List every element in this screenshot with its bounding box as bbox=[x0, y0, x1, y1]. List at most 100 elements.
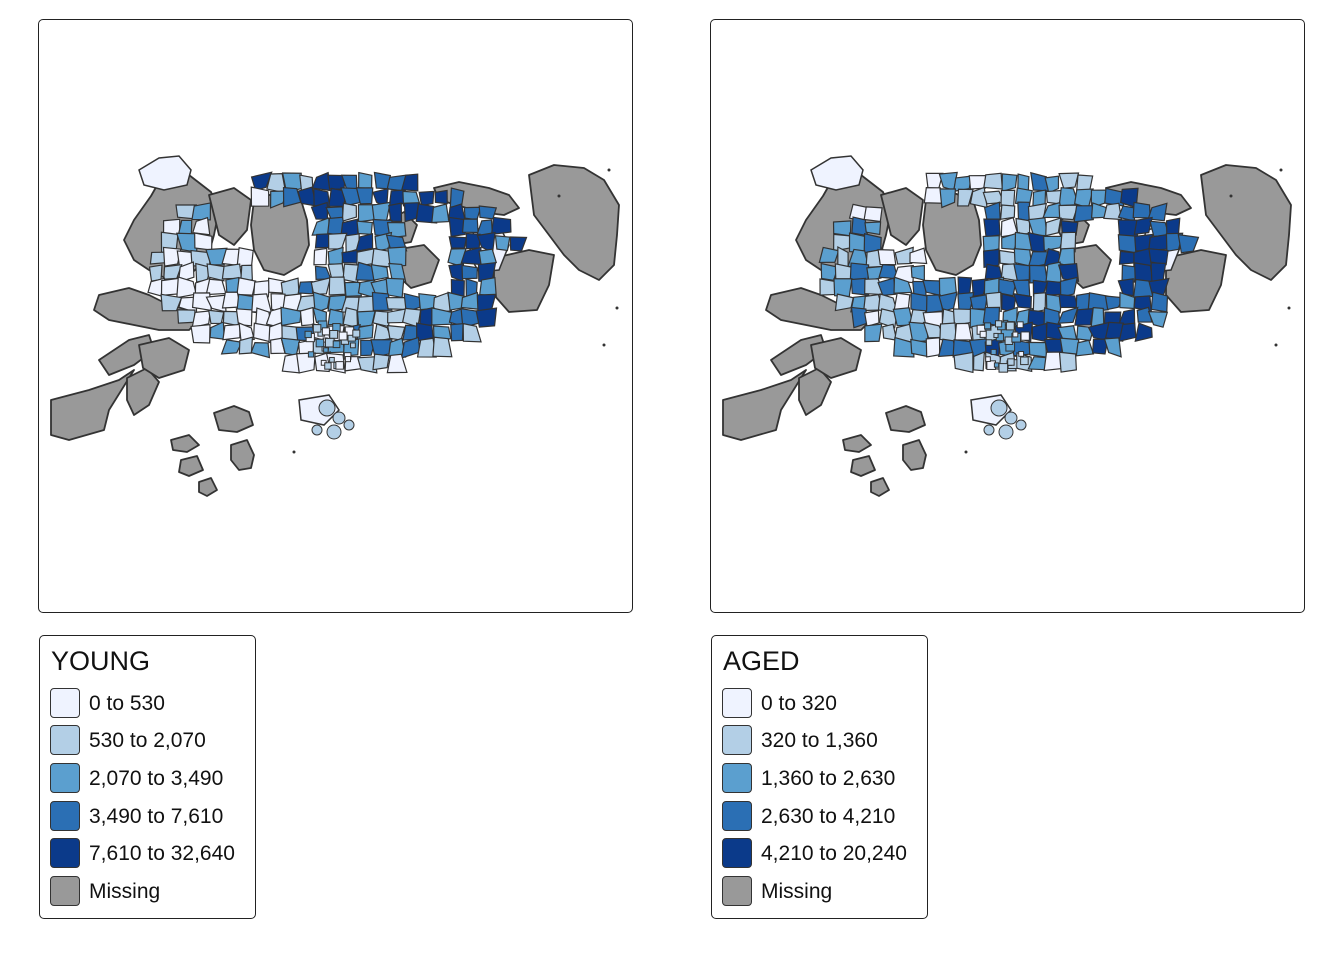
map-region bbox=[1032, 292, 1047, 313]
map-region bbox=[939, 188, 957, 209]
map-region bbox=[416, 337, 437, 358]
map-region bbox=[1004, 411, 1018, 425]
island-dot bbox=[615, 306, 619, 310]
map-region bbox=[327, 246, 344, 265]
legend-swatch bbox=[722, 801, 752, 831]
legend-label: 7,610 to 32,640 bbox=[89, 842, 235, 865]
map-region bbox=[313, 247, 328, 266]
legend-item: 2,630 to 4,210 bbox=[722, 801, 922, 833]
map-region bbox=[1045, 293, 1063, 314]
map-region bbox=[416, 322, 434, 342]
island-dot bbox=[292, 450, 296, 454]
map-region bbox=[1020, 331, 1030, 341]
map-region bbox=[1007, 358, 1015, 366]
map-region bbox=[138, 155, 192, 191]
map-region bbox=[350, 342, 356, 349]
map-region bbox=[418, 190, 435, 207]
map-region bbox=[994, 320, 1003, 328]
map-frame-young bbox=[38, 19, 633, 613]
missing-region bbox=[230, 439, 255, 471]
map-region bbox=[1045, 217, 1062, 237]
island-dot bbox=[607, 168, 611, 172]
map-region bbox=[463, 206, 482, 221]
island-dot bbox=[964, 450, 968, 454]
legend-label: 0 to 530 bbox=[89, 692, 165, 715]
map-region bbox=[1092, 338, 1109, 355]
map-region bbox=[462, 322, 482, 343]
legend-label: 320 to 1,360 bbox=[761, 729, 878, 752]
legend-label: Missing bbox=[761, 880, 833, 903]
map-region bbox=[312, 291, 331, 314]
map-region bbox=[327, 232, 348, 250]
map-region bbox=[998, 363, 1009, 373]
map-region bbox=[1057, 306, 1079, 324]
map-region bbox=[344, 356, 352, 363]
map-region bbox=[1147, 202, 1168, 222]
map-region bbox=[238, 336, 254, 355]
legend-item: Missing bbox=[50, 876, 250, 908]
map-region bbox=[338, 331, 348, 341]
map-region bbox=[819, 278, 837, 296]
legend-swatch bbox=[722, 688, 752, 718]
map-region bbox=[1074, 307, 1094, 326]
map-region bbox=[327, 308, 344, 326]
map-region bbox=[191, 202, 212, 221]
map-region bbox=[191, 310, 211, 329]
map-region bbox=[448, 263, 465, 282]
map-region bbox=[297, 281, 314, 295]
map-region bbox=[352, 329, 361, 338]
map-region bbox=[1015, 217, 1031, 236]
map-region bbox=[326, 424, 342, 440]
map-region bbox=[1005, 321, 1015, 331]
map-region bbox=[221, 263, 243, 280]
map-region bbox=[304, 330, 312, 339]
map-region bbox=[509, 236, 528, 252]
map-region bbox=[312, 307, 327, 323]
map-region bbox=[332, 323, 341, 332]
map-region bbox=[982, 248, 1000, 268]
missing-region bbox=[213, 405, 254, 433]
map-frame-aged bbox=[710, 19, 1305, 613]
map-region bbox=[810, 155, 864, 191]
missing-region bbox=[178, 455, 204, 477]
map-region bbox=[191, 216, 211, 236]
map-region bbox=[344, 281, 363, 297]
map-region bbox=[461, 218, 479, 234]
map-region bbox=[401, 173, 419, 192]
map-region bbox=[1020, 356, 1029, 366]
map-region bbox=[312, 324, 322, 333]
map-region bbox=[329, 329, 339, 339]
missing-region bbox=[765, 287, 872, 331]
map-region bbox=[356, 356, 378, 374]
map-region bbox=[1043, 351, 1062, 372]
map-region bbox=[448, 236, 468, 249]
map-region bbox=[194, 232, 213, 251]
map-region bbox=[1017, 201, 1031, 222]
map-region bbox=[1059, 231, 1077, 253]
legend-swatch bbox=[50, 688, 80, 718]
map-region bbox=[834, 293, 854, 312]
legend-label: 4,210 to 20,240 bbox=[761, 842, 907, 865]
missing-region bbox=[810, 337, 862, 379]
legend-item: 7,610 to 32,640 bbox=[50, 838, 250, 870]
map-region bbox=[250, 186, 270, 207]
map-region bbox=[910, 264, 925, 281]
map-region bbox=[983, 218, 1001, 238]
map-region bbox=[864, 221, 882, 236]
legend-label: 2,630 to 4,210 bbox=[761, 805, 896, 828]
map-region bbox=[1028, 264, 1049, 284]
island-dot bbox=[1274, 343, 1278, 347]
legend-item: Missing bbox=[722, 876, 922, 908]
map-region bbox=[1104, 321, 1125, 342]
choropleth-map-aged bbox=[722, 155, 1292, 497]
legend-item: 1,360 to 2,630 bbox=[722, 763, 922, 795]
map-region bbox=[990, 399, 1008, 417]
map-region bbox=[1073, 205, 1094, 223]
missing-region bbox=[138, 337, 190, 379]
map-region bbox=[388, 262, 407, 283]
map-region bbox=[969, 293, 989, 310]
map-region bbox=[250, 342, 271, 359]
map-region bbox=[479, 276, 497, 298]
legend-swatch bbox=[50, 876, 80, 906]
map-region bbox=[1134, 322, 1153, 343]
